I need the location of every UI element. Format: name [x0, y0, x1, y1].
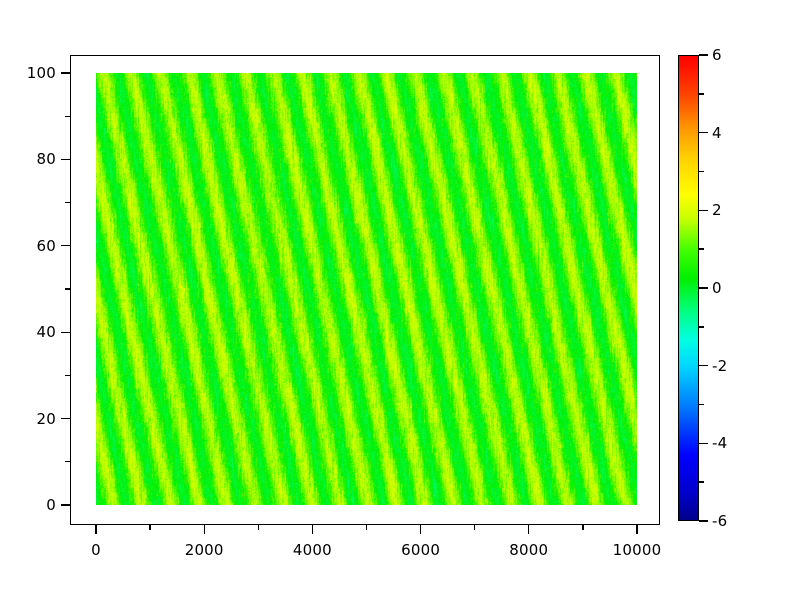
x-tick-minor: [149, 525, 151, 530]
y-tick-minor: [65, 461, 70, 463]
heatmap-plot-area: [96, 73, 637, 505]
colorbar-tick-label: 6: [712, 46, 722, 64]
colorbar-tick-minor: [699, 481, 704, 483]
y-tick-label: 40: [36, 323, 56, 342]
colorbar-tick-label: 0: [712, 279, 722, 297]
y-tick-label: 60: [36, 236, 56, 255]
y-tick-major: [61, 245, 70, 247]
colorbar-tick-label: 2: [712, 201, 722, 220]
x-tick-label: 4000: [292, 541, 332, 559]
colorbar-tick-label: 4: [712, 123, 722, 142]
colorbar: [678, 55, 699, 521]
x-tick-label: 2000: [184, 541, 224, 559]
x-tick-major: [419, 525, 422, 534]
x-tick-major: [311, 525, 314, 534]
colorbar-tick-major: [699, 131, 708, 134]
x-tick-major: [95, 525, 97, 534]
colorbar-tick-minor: [699, 248, 704, 250]
y-tick-major: [61, 72, 70, 74]
x-tick-label: 10000: [612, 541, 662, 559]
x-tick-minor: [474, 525, 476, 530]
y-tick-minor: [65, 288, 70, 290]
y-tick-major: [61, 417, 70, 420]
colorbar-gradient: [678, 55, 699, 521]
x-tick-major: [203, 525, 205, 534]
x-tick-minor: [365, 525, 368, 530]
y-tick-major: [61, 158, 70, 161]
y-tick-minor: [65, 374, 70, 377]
x-tick-minor: [257, 525, 259, 530]
y-tick-major: [61, 504, 70, 506]
colorbar-tick-major: [699, 287, 708, 289]
heatmap-image: [96, 73, 637, 505]
colorbar-tick-minor: [699, 326, 704, 328]
y-tick-label: 80: [36, 150, 56, 169]
colorbar-tick-label: -6: [712, 512, 728, 530]
colorbar-tick-major: [699, 54, 708, 56]
y-tick-label: 20: [36, 409, 56, 428]
colorbar-tick-minor: [699, 93, 704, 95]
colorbar-tick-label: -4: [712, 434, 728, 453]
y-tick-label: 100: [26, 64, 56, 82]
colorbar-tick-minor: [699, 170, 704, 173]
x-tick-label: 0: [91, 541, 101, 559]
y-tick-label: 0: [46, 496, 56, 514]
y-tick-major: [61, 331, 70, 333]
x-tick-label: 8000: [509, 541, 549, 559]
x-tick-label: 6000: [401, 541, 441, 559]
colorbar-tick-major: [699, 520, 708, 522]
colorbar-tick-label: -2: [712, 356, 728, 375]
x-tick-major: [528, 525, 530, 534]
colorbar-tick-major: [699, 442, 708, 445]
y-tick-minor: [65, 115, 70, 117]
y-tick-minor: [65, 201, 70, 204]
colorbar-tick-minor: [699, 403, 704, 406]
colorbar-tick-major: [699, 209, 708, 212]
x-tick-minor: [582, 525, 584, 530]
colorbar-tick-major: [699, 364, 708, 367]
x-tick-major: [636, 525, 638, 534]
